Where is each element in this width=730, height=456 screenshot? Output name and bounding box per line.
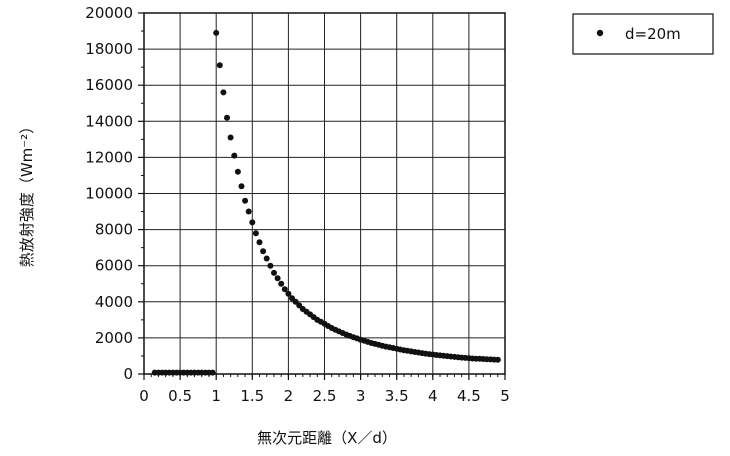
y-tick-label: 20000 <box>85 4 133 22</box>
data-point <box>213 29 220 36</box>
y-tick-label: 16000 <box>85 76 133 94</box>
y-tick-label: 18000 <box>85 40 133 58</box>
data-point <box>278 280 285 287</box>
data-point <box>274 275 281 282</box>
x-tick-label: 0 <box>139 387 149 405</box>
x-tick-label: 4 <box>428 387 438 405</box>
data-point <box>271 269 277 276</box>
y-tick-label: 14000 <box>85 112 133 130</box>
x-tick-label: 1 <box>211 387 221 405</box>
data-point <box>260 248 267 255</box>
data-point <box>220 89 227 96</box>
x-tick-labels: 0 0.5 1 1.5 2 2.5 3 3.5 4 4.5 5 <box>139 387 510 405</box>
y-axis-title: 熱放射強度（Wm⁻²） <box>18 119 36 267</box>
y-tick-label: 4000 <box>95 293 133 311</box>
data-point <box>234 168 241 175</box>
data-point <box>267 262 274 269</box>
y-tick-label: 6000 <box>95 257 133 275</box>
y-tick-label: 10000 <box>85 185 133 203</box>
y-tick-label: 2000 <box>95 329 133 347</box>
y-tick-label: 8000 <box>95 221 133 239</box>
data-point <box>231 152 238 159</box>
data-point <box>216 62 223 69</box>
data-point <box>224 114 230 121</box>
data-point <box>263 255 270 262</box>
data-point <box>238 183 245 190</box>
data-point <box>249 219 256 226</box>
data-point <box>252 230 259 237</box>
data-points <box>151 29 501 376</box>
data-point <box>242 197 249 204</box>
legend-label: d=20m <box>625 25 681 43</box>
legend-box <box>572 13 714 55</box>
x-tick-label: 0.5 <box>168 387 192 405</box>
x-tick-label: 3.5 <box>385 387 409 405</box>
data-point <box>227 134 234 141</box>
x-tick-label: 3 <box>356 387 366 405</box>
y-tick-labels: 0 2000 4000 6000 8000 10000 12000 14000 16000 180… <box>85 4 133 383</box>
data-point <box>281 286 288 293</box>
x-tick-label: 5 <box>500 387 510 405</box>
y-tick-label: 12000 <box>85 148 133 166</box>
x-tick-label: 2.5 <box>313 387 337 405</box>
data-point <box>245 208 252 215</box>
data-point <box>209 369 216 376</box>
legend: d=20m <box>572 13 714 55</box>
data-point <box>256 239 263 246</box>
x-tick-label: 2 <box>284 387 294 405</box>
legend-marker <box>596 29 604 37</box>
x-axis-title: 無次元距離（X／d） <box>257 429 397 447</box>
data-point <box>285 290 292 297</box>
x-tick-label: 4.5 <box>457 387 481 405</box>
y-tick-label: 0 <box>123 365 133 383</box>
data-point <box>494 356 501 363</box>
gridlines <box>144 13 505 374</box>
x-tick-label: 1.5 <box>240 387 264 405</box>
